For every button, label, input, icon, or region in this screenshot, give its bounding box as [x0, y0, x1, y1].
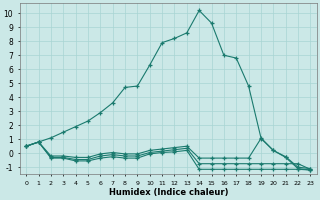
X-axis label: Humidex (Indice chaleur): Humidex (Indice chaleur) [108, 188, 228, 197]
